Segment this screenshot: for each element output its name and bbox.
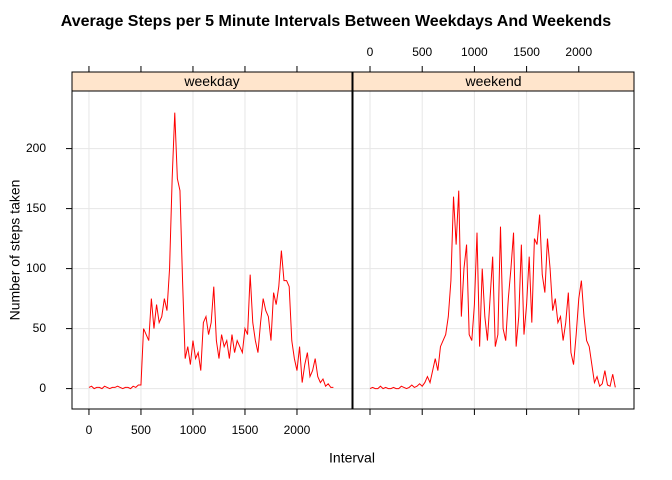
panel-border: [352, 90, 635, 410]
x-tick-label: 1500: [513, 45, 540, 59]
y-tick-label: 200: [26, 141, 46, 155]
y-tick-label: 100: [26, 261, 46, 275]
chart-title: Average Steps per 5 Minute Intervals Bet…: [61, 13, 612, 30]
data-line: [369, 190, 616, 390]
x-tick-label: 2000: [565, 45, 592, 59]
x-tick-label: 2000: [284, 423, 311, 437]
y-tick-label: 150: [26, 201, 46, 215]
x-tick-label: 1500: [232, 423, 259, 437]
x-tick-label: 0: [86, 423, 93, 437]
strip-label: weekend: [464, 73, 521, 89]
x-tick-label: 1000: [461, 45, 488, 59]
y-tick-label: 0: [39, 381, 46, 395]
x-tick-label: 500: [131, 423, 151, 437]
x-axis-label: Interval: [329, 450, 375, 466]
strip-label: weekday: [183, 73, 239, 89]
panel-border: [71, 90, 353, 410]
x-tick-label: 500: [412, 45, 432, 59]
data-line: [88, 112, 334, 390]
x-tick-label: 1000: [180, 423, 207, 437]
x-tick-label: 0: [367, 45, 374, 59]
y-tick-label: 50: [33, 321, 47, 335]
y-axis-label: Number of steps taken: [7, 180, 23, 321]
